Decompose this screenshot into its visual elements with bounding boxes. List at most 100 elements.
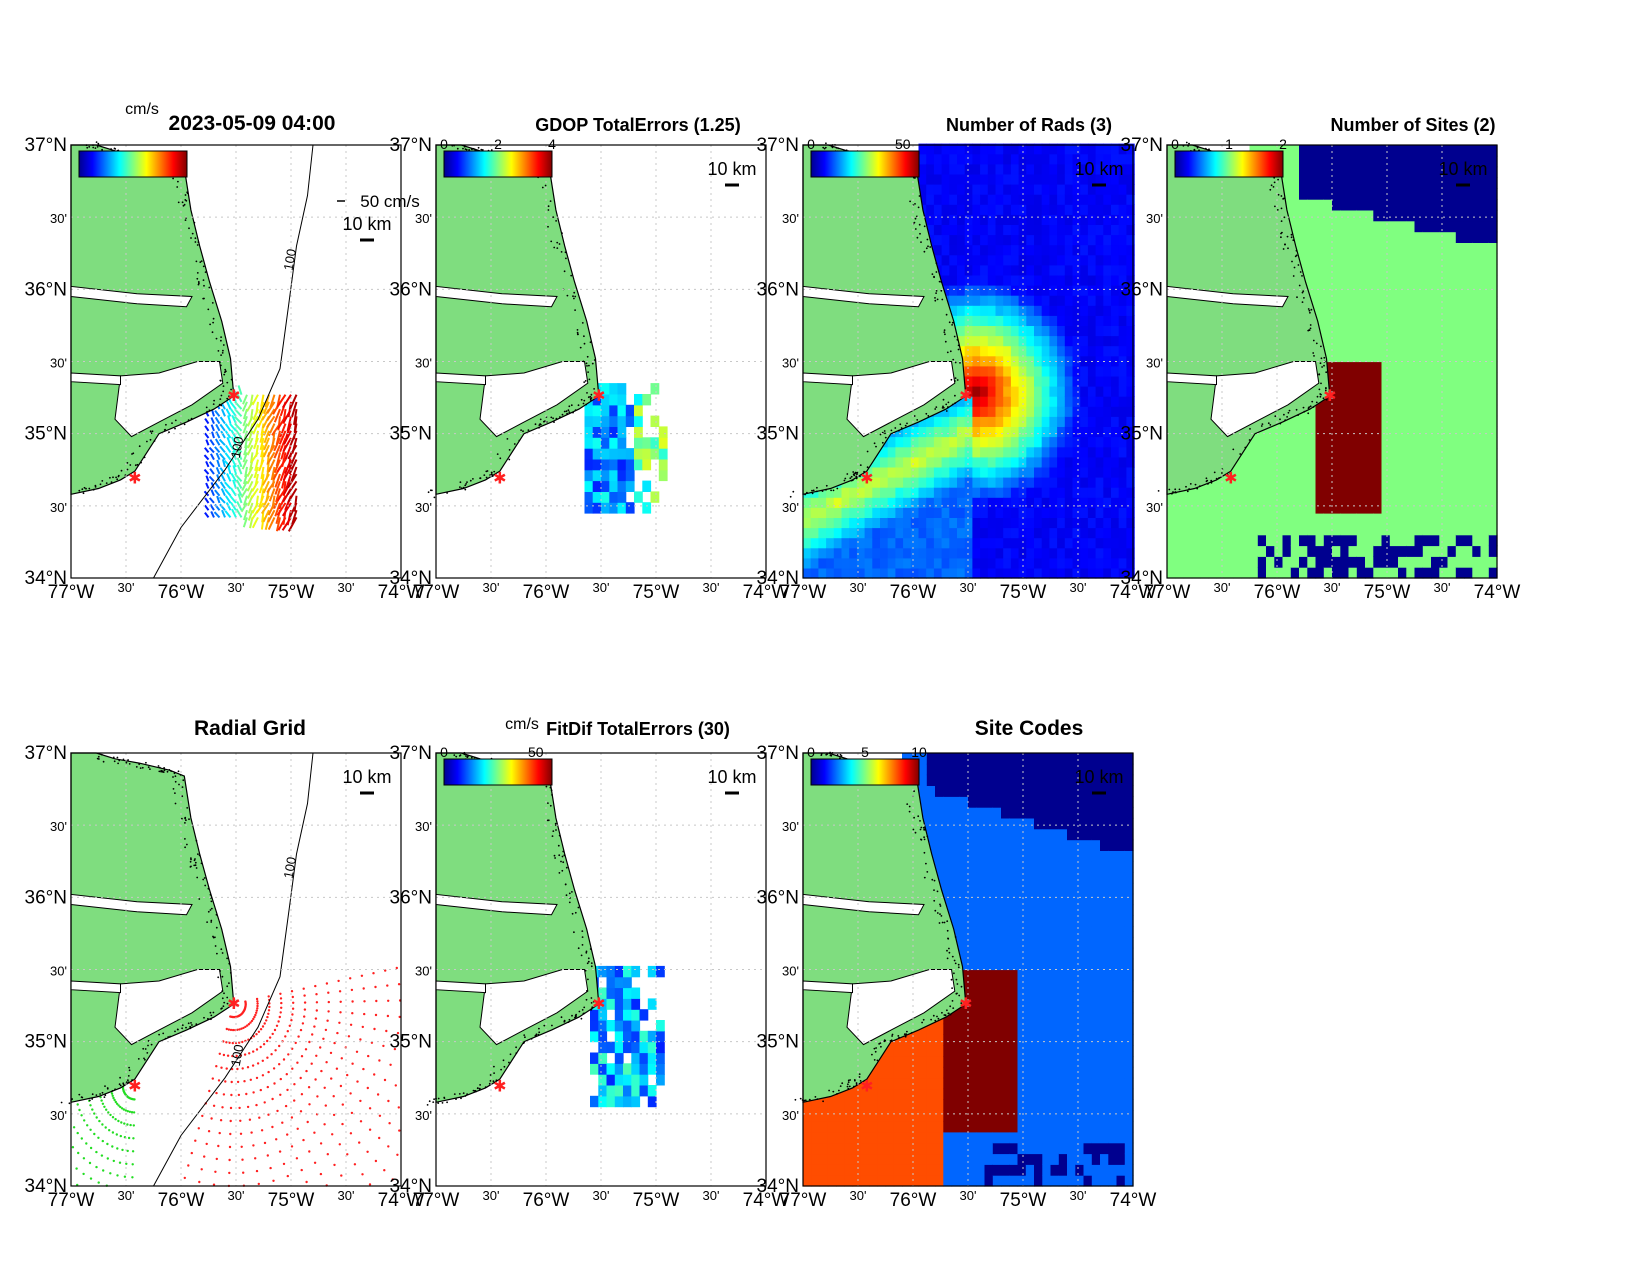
- grid-cell: [980, 244, 989, 256]
- grid-cell: [1282, 177, 1292, 189]
- grid-cell: [895, 507, 904, 518]
- coast-dot: [1229, 472, 1231, 474]
- coast-dot: [219, 379, 222, 382]
- grid-cell: [1356, 372, 1366, 384]
- grid-cell: [1406, 188, 1416, 200]
- grid-cell: [964, 406, 973, 417]
- coast-dot: [576, 329, 579, 331]
- grid-cell: [1049, 345, 1058, 357]
- grid-cell: [1299, 426, 1308, 438]
- coast-dot: [168, 431, 170, 434]
- radial-grid-point: [255, 1076, 259, 1080]
- grid-cell: [972, 436, 981, 448]
- grid-cell: [1332, 545, 1341, 557]
- grid-cell: [1072, 375, 1081, 387]
- grid-cell: [1356, 469, 1366, 482]
- grid-cell: [1049, 537, 1058, 549]
- lon-tick-label: 74°W: [1110, 582, 1157, 603]
- grid-cell: [1111, 234, 1120, 246]
- radial-grid-point: [266, 1056, 269, 1059]
- grid-cell: [1010, 497, 1020, 508]
- grid-cell: [1072, 173, 1081, 185]
- grid-cell: [941, 285, 950, 296]
- grid-cell: [1026, 477, 1035, 488]
- grid-cell: [1488, 264, 1498, 276]
- grid-cell: [1126, 436, 1135, 448]
- grid-cell: [987, 386, 997, 397]
- grid-cell: [941, 214, 950, 225]
- grid-cell: [1406, 513, 1416, 525]
- coast-dot: [188, 227, 190, 230]
- grid-cell: [1282, 556, 1292, 568]
- grid-cell: [1422, 242, 1432, 254]
- coast-dot: [204, 271, 207, 273]
- coast-dot: [190, 237, 192, 239]
- grid-cell: [1080, 507, 1089, 518]
- grid-cell: [1431, 307, 1440, 319]
- grid-cell: [1455, 404, 1465, 417]
- radial-grid-point: [310, 1062, 313, 1065]
- grid-cell: [810, 557, 819, 569]
- grid-cell: [803, 547, 812, 559]
- radial-grid-point: [120, 1107, 124, 1110]
- velocity-vector: [209, 468, 215, 475]
- grid-cell: [1087, 254, 1097, 266]
- grid-cell: [1103, 254, 1112, 266]
- grid-cell: [995, 315, 1004, 326]
- coast-dot: [1188, 142, 1190, 145]
- radial-grid-point: [333, 1041, 336, 1045]
- grid-cell: [926, 507, 935, 518]
- grid-cell: [1398, 426, 1407, 438]
- grid-cell: [1332, 426, 1341, 438]
- coast-dot: [959, 362, 961, 364]
- grid-cell: [1057, 274, 1066, 286]
- coast-dot: [146, 440, 148, 443]
- grid-cell: [964, 436, 973, 448]
- radial-grid-point: [252, 1035, 256, 1038]
- grid-cell: [1126, 416, 1135, 427]
- grid-cell: [933, 497, 943, 508]
- grid-cell: [918, 567, 927, 579]
- grid-cell: [1431, 404, 1440, 417]
- grid-cell: [949, 244, 958, 256]
- grid-cell: [941, 537, 950, 549]
- lon-tick-label: 75°W: [1364, 582, 1411, 603]
- velocity-vector: [266, 451, 276, 465]
- grid-cell: [926, 224, 935, 236]
- radial-grid-point: [229, 1106, 233, 1110]
- radial-grid-point: [225, 1027, 228, 1031]
- grid-cell: [1010, 173, 1020, 185]
- grid-cell: [1080, 194, 1089, 205]
- grid-cell: [1348, 188, 1358, 200]
- velocity-vector: [281, 502, 292, 517]
- grid-cell: [964, 547, 973, 559]
- grid-cell: [964, 537, 973, 549]
- coast-dot: [1309, 324, 1312, 326]
- grid-cell: [949, 547, 958, 559]
- grid-cell: [949, 416, 958, 427]
- grid-cell: [1398, 339, 1407, 352]
- grid-cell: [941, 143, 950, 155]
- grid-cell: [1439, 231, 1449, 243]
- grid-cell: [1072, 214, 1081, 225]
- grid-cell: [949, 295, 958, 306]
- grid-cell: [1249, 458, 1259, 471]
- grid-cell: [1488, 350, 1498, 363]
- grid-cell: [1323, 264, 1333, 276]
- grid-cell: [980, 507, 989, 518]
- grid-cell: [1340, 350, 1350, 363]
- grid-cell: [1111, 315, 1120, 326]
- radial-grid-point: [299, 1076, 302, 1080]
- grid-cell: [1340, 458, 1350, 471]
- radial-grid-point: [398, 1129, 401, 1132]
- coast-dot: [222, 349, 224, 352]
- radial-grid-point: [302, 1138, 305, 1142]
- grid-cell: [1064, 254, 1074, 266]
- grid-cell: [964, 497, 973, 508]
- grid-cell: [1049, 254, 1058, 266]
- grid-cell: [1365, 220, 1374, 233]
- coast-dot: [913, 415, 916, 417]
- grid-cell: [887, 547, 896, 559]
- grid-cell: [1447, 523, 1457, 536]
- grid-cell: [933, 163, 943, 175]
